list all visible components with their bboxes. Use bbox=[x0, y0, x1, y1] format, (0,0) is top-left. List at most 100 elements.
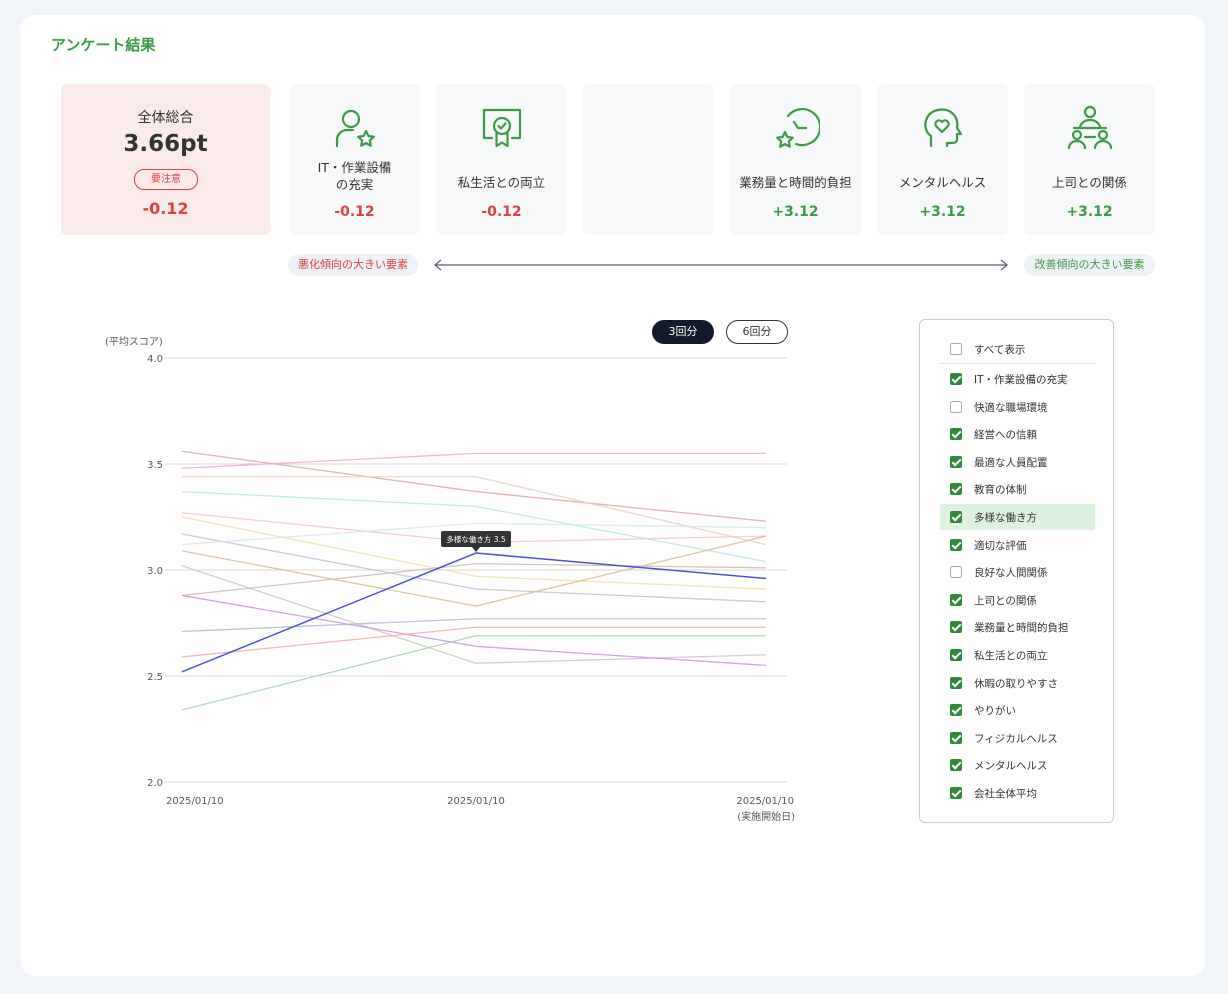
legend-checkbox[interactable] bbox=[950, 731, 962, 744]
clock-star-icon bbox=[775, 108, 820, 148]
series-line[interactable] bbox=[181, 516, 767, 590]
legend-item[interactable]: 会社全体平均 bbox=[940, 780, 1095, 806]
series-line[interactable] bbox=[181, 450, 767, 522]
legend-checkbox[interactable] bbox=[950, 538, 962, 551]
series-line[interactable] bbox=[181, 565, 767, 664]
show-all-label: すべて表示 bbox=[974, 344, 1026, 356]
factor-card-empty bbox=[583, 84, 714, 235]
legend-checkbox[interactable] bbox=[950, 566, 962, 579]
factor-delta: +3.12 bbox=[919, 204, 966, 220]
x-axis-label: (実施開始日) bbox=[737, 810, 795, 823]
factor-card-private-life[interactable]: 私生活との両立 -0.12 bbox=[436, 84, 567, 235]
factor-card-workload[interactable]: 業務量と時間的負担 +3.12 bbox=[730, 84, 861, 235]
series-legend: すべて表示 IT・作業設備の充実 快適な職場環境 経営への信頼 最適な人員配置 教育の体… bbox=[919, 319, 1114, 823]
legend-label: 教育の体制 bbox=[974, 484, 1027, 497]
series-line[interactable] bbox=[182, 476, 767, 546]
series-line[interactable] bbox=[181, 626, 766, 658]
factor-name: 私生活との両立 bbox=[457, 175, 546, 190]
summary-label: 全体総合 bbox=[137, 110, 194, 126]
legend-checkbox[interactable] bbox=[950, 593, 962, 606]
page-title: アンケート結果 bbox=[51, 36, 156, 54]
range-3-button[interactable]: 3回分 bbox=[652, 320, 714, 344]
summary-delta: -0.12 bbox=[142, 199, 189, 218]
series-line[interactable] bbox=[181, 490, 767, 563]
factor-delta: -0.12 bbox=[334, 204, 375, 220]
factor-card-boss[interactable]: 上司との関係 +3.12 bbox=[1024, 84, 1155, 235]
series-line[interactable] bbox=[181, 535, 767, 607]
legend-item[interactable]: 上司との関係 bbox=[940, 587, 1095, 613]
legend-label: 最適な人員配置 bbox=[974, 456, 1048, 469]
legend-label: フィジカルヘルス bbox=[974, 732, 1058, 745]
series-line-highlighted[interactable] bbox=[181, 552, 767, 673]
show-all-checkbox[interactable] bbox=[950, 343, 962, 355]
y-axis-label: (平均スコア) bbox=[105, 336, 163, 348]
series-line[interactable] bbox=[181, 562, 767, 597]
x-tick-label: 2025/01/10 bbox=[166, 796, 224, 807]
negative-trend-label: 悪化傾向の大きい要素 bbox=[288, 254, 418, 276]
summary-score: 3.66pt bbox=[123, 131, 208, 157]
legend-item[interactable]: IT・作業設備の充実 bbox=[940, 366, 1095, 392]
legend-label: 快適な職場環境 bbox=[974, 401, 1048, 414]
legend-divider bbox=[940, 363, 1095, 364]
score-line-chart: (平均スコア) 4.0 3.5 3.0 2.5 2.0 2025/01/10 2025/0… bbox=[105, 336, 795, 823]
certificate-icon bbox=[482, 108, 521, 148]
team-icon bbox=[1067, 105, 1112, 150]
legend-checkbox[interactable] bbox=[950, 428, 962, 441]
legend-label: 経営への信頼 bbox=[974, 429, 1037, 442]
positive-trend-label: 改善傾向の大きい要素 bbox=[1024, 254, 1155, 276]
legend-item[interactable]: 教育の体制 bbox=[940, 476, 1095, 502]
legend-item[interactable]: メンタルヘルス bbox=[940, 752, 1095, 778]
series-line[interactable] bbox=[181, 594, 767, 667]
legend-label: やりがい bbox=[974, 705, 1016, 718]
x-tick-label: 2025/01/10 bbox=[447, 796, 505, 807]
y-tick-label: 2.0 bbox=[147, 778, 163, 789]
series-line[interactable] bbox=[181, 635, 766, 711]
chart-tooltip bbox=[441, 531, 511, 548]
legend-checkbox[interactable] bbox=[950, 787, 962, 799]
x-tick-label: 2025/01/10 bbox=[736, 796, 794, 807]
series-line[interactable] bbox=[181, 522, 767, 546]
legend-item[interactable]: 多様な働き方 bbox=[940, 504, 1095, 530]
y-tick-label: 2.5 bbox=[147, 672, 163, 683]
legend-item[interactable]: 休暇の取りやすさ bbox=[940, 670, 1095, 696]
factor-name: メンタルヘルス bbox=[898, 175, 987, 190]
legend-label: メンタルヘルス bbox=[974, 760, 1048, 773]
legend-checkbox[interactable] bbox=[950, 373, 962, 385]
head-heart-icon bbox=[923, 108, 962, 148]
legend-checkbox[interactable] bbox=[950, 676, 962, 689]
legend-checkbox[interactable] bbox=[950, 759, 962, 772]
legend-checkbox[interactable] bbox=[950, 704, 962, 717]
legend-item[interactable]: 適切な評価 bbox=[940, 532, 1095, 558]
tooltip-text: 多様な働き方 3.5 bbox=[446, 534, 506, 544]
legend-checkbox[interactable] bbox=[950, 483, 962, 496]
legend-item[interactable]: 経営への信頼 bbox=[940, 421, 1095, 447]
legend-label: 適切な評価 bbox=[974, 539, 1027, 552]
factor-delta: -0.12 bbox=[481, 204, 522, 220]
legend-checkbox[interactable] bbox=[950, 511, 962, 523]
legend-label: 多様な働き方 bbox=[974, 512, 1037, 524]
series-line[interactable] bbox=[181, 533, 767, 603]
factor-card-mental-health[interactable]: メンタルヘルス +3.12 bbox=[877, 84, 1008, 235]
legend-item[interactable]: 良好な人間関係 bbox=[940, 559, 1095, 585]
legend-item[interactable]: やりがい bbox=[940, 697, 1095, 723]
legend-item[interactable]: 最適な人員配置 bbox=[940, 449, 1095, 475]
legend-checkbox[interactable] bbox=[950, 400, 962, 413]
y-tick-label: 4.0 bbox=[147, 354, 163, 365]
legend-item[interactable]: 業務量と時間的負担 bbox=[940, 614, 1095, 640]
range-6-button[interactable]: 6回分 bbox=[726, 320, 788, 344]
factor-card-it[interactable]: IT・作業設備 の充実 -0.12 bbox=[289, 84, 420, 235]
legend-checkbox[interactable] bbox=[950, 649, 962, 661]
tooltip-pointer bbox=[472, 547, 480, 553]
legend-checkbox[interactable] bbox=[950, 621, 962, 634]
legend-label: IT・作業設備の充実 bbox=[974, 374, 1068, 386]
show-all-toggle[interactable]: すべて表示 bbox=[940, 336, 1095, 362]
series-line[interactable] bbox=[181, 452, 766, 469]
legend-item[interactable]: 快適な職場環境 bbox=[940, 394, 1095, 420]
legend-checkbox[interactable] bbox=[950, 455, 962, 468]
series-line[interactable] bbox=[181, 618, 766, 633]
factor-delta: +3.12 bbox=[772, 204, 819, 220]
trend-arrow-icon bbox=[434, 259, 1008, 271]
legend-item[interactable]: 私生活との両立 bbox=[940, 642, 1095, 668]
legend-item[interactable]: フィジカルヘルス bbox=[940, 725, 1095, 751]
legend-label: 休暇の取りやすさ bbox=[974, 677, 1058, 690]
